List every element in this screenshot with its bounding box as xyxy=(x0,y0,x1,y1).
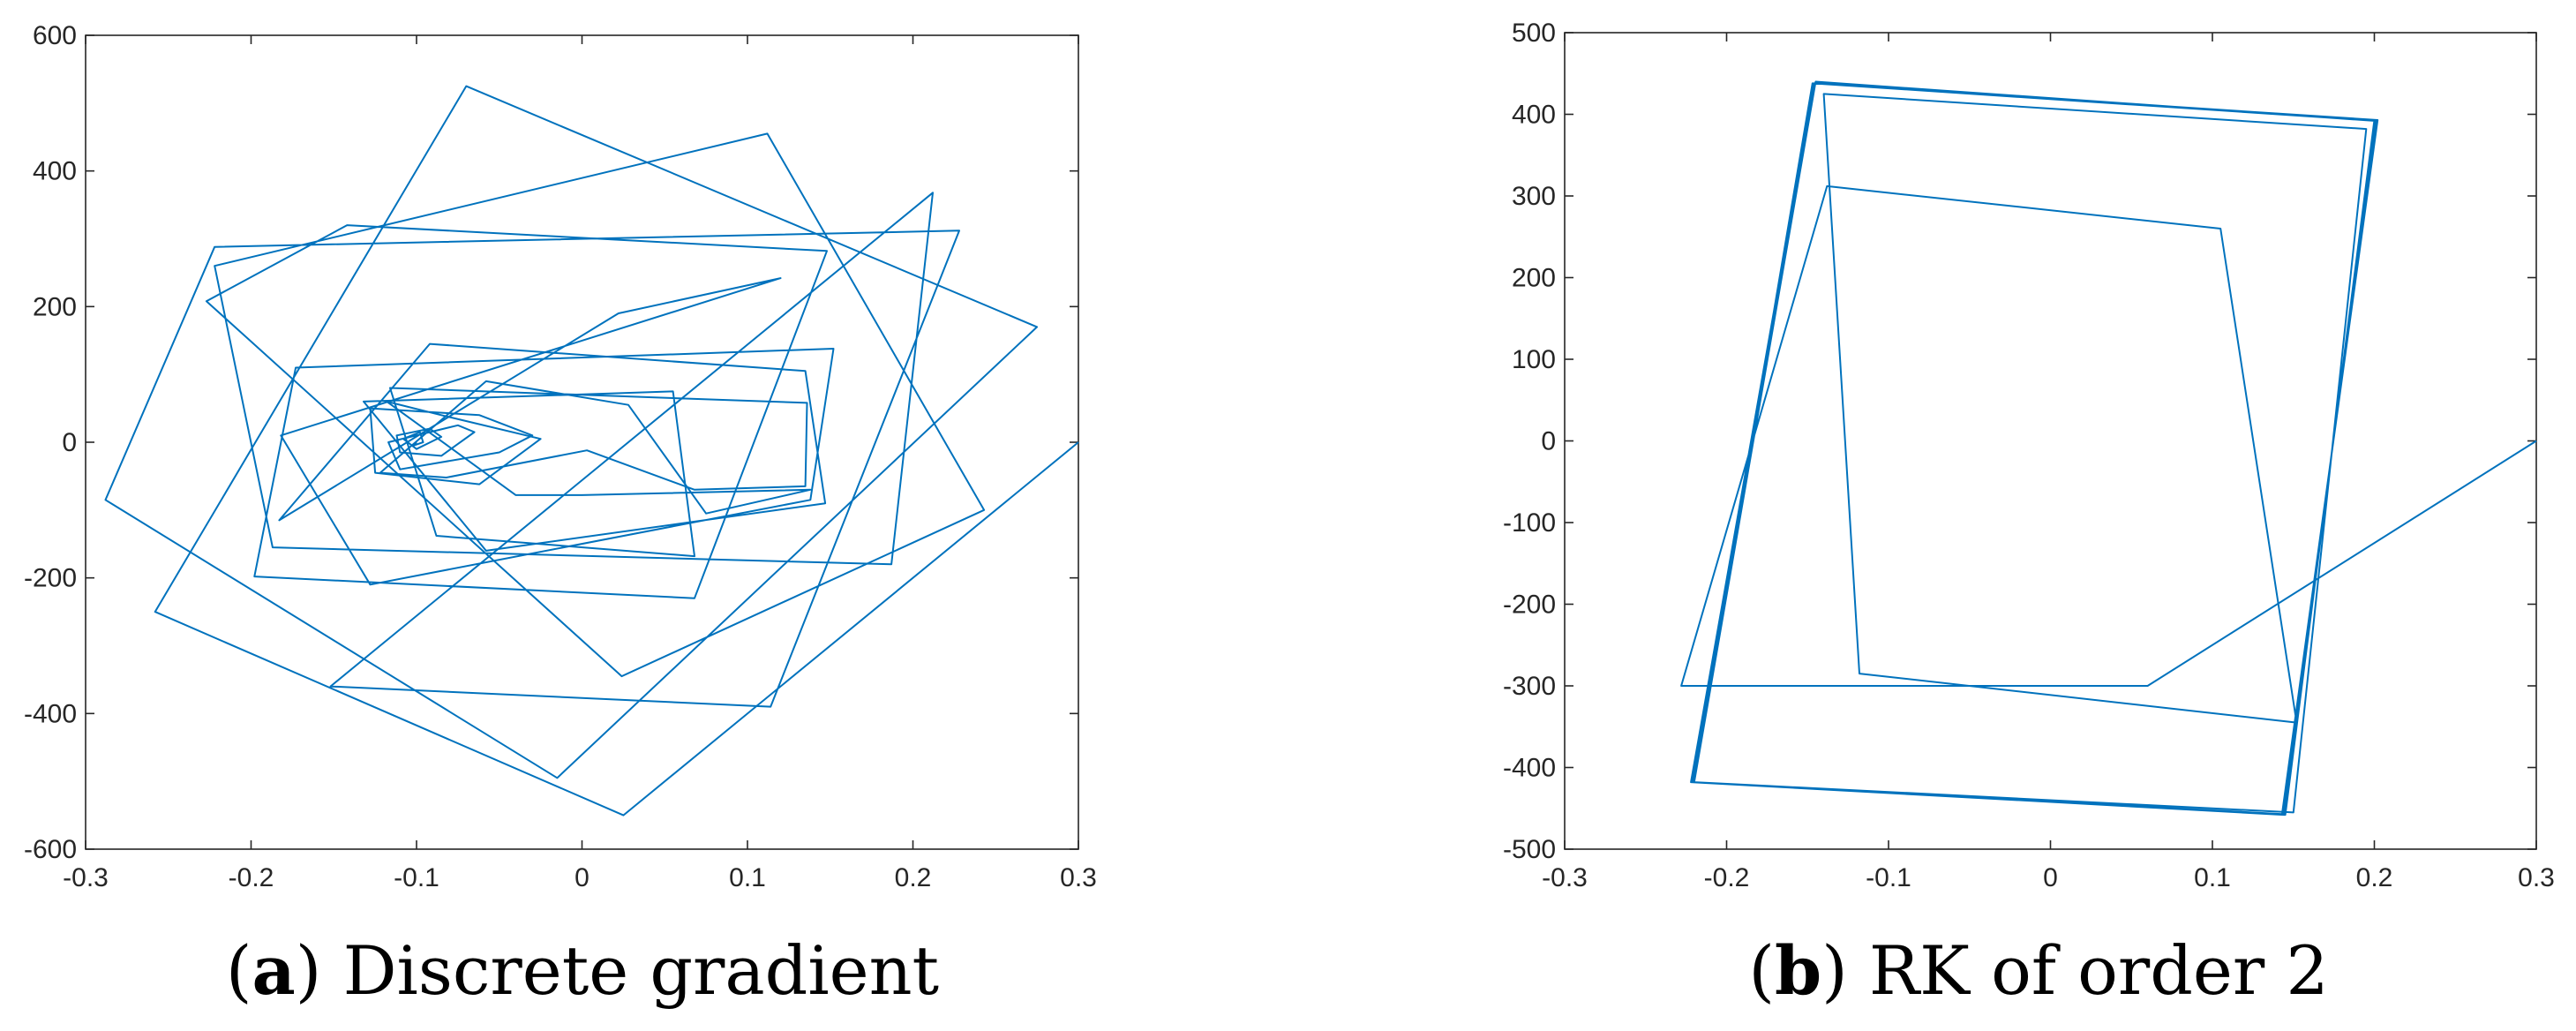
y-tick-label: 300 xyxy=(1512,182,1556,211)
series-line xyxy=(104,85,1079,817)
y-tick-label: 0 xyxy=(1541,427,1556,456)
series-line xyxy=(1680,80,2537,817)
x-tick-label: 0.1 xyxy=(2194,863,2231,892)
y-tick-label: 100 xyxy=(1512,345,1556,374)
y-tick-label: -100 xyxy=(1503,508,1556,538)
y-tick-label: -200 xyxy=(1503,591,1556,620)
plot-b-rk-order-2: -0.3 -0.2 -0.1 0 0.1 0.2 0.3 -500 -400 -300 -200 -1… xyxy=(1503,19,2555,892)
x-tick-label: 0.1 xyxy=(729,863,766,892)
y-tick-label: -200 xyxy=(24,564,77,593)
x-tick-label: 0 xyxy=(575,863,590,892)
axes-box xyxy=(1564,32,2537,850)
y-tick-label: 500 xyxy=(1512,19,1556,48)
y-tick-label: 200 xyxy=(1512,264,1556,293)
plot-a-discrete-gradient: -0.3 -0.2 -0.1 0 0.1 0.2 0.3 -600 -400 -200 0 200 40… xyxy=(24,21,1097,892)
axes-box xyxy=(85,34,1079,850)
y-tick-label: -300 xyxy=(1503,672,1556,701)
y-tick-label: 400 xyxy=(33,157,77,186)
y-tick-label: -600 xyxy=(24,835,77,864)
x-tick-label: 0 xyxy=(2043,863,2058,892)
x-tick-label: -0.3 xyxy=(1542,863,1588,892)
x-tick-label: 0.3 xyxy=(1060,863,1097,892)
y-tick-label: -400 xyxy=(1503,754,1556,783)
caption-a-text: Discrete gradient xyxy=(321,931,940,1010)
y-tick-label: 0 xyxy=(62,428,77,457)
y-tick-label: -400 xyxy=(24,699,77,728)
caption-a: (a) Discrete gradient xyxy=(225,931,940,1010)
x-tick-label: -0.1 xyxy=(394,863,439,892)
x-tick-label: -0.2 xyxy=(229,863,274,892)
caption-b-text: RK of order 2 xyxy=(1847,931,2329,1010)
x-tick-label: -0.3 xyxy=(63,863,109,892)
x-tick-label: 0.2 xyxy=(895,863,932,892)
x-tick-label: 0.3 xyxy=(2518,863,2555,892)
y-tick-label: 400 xyxy=(1512,101,1556,130)
y-tick-label: -500 xyxy=(1503,835,1556,864)
caption-b-letter: b xyxy=(1774,931,1822,1010)
y-tick-label: 200 xyxy=(33,292,77,321)
y-tick-label: 600 xyxy=(33,21,77,50)
x-tick-label: -0.1 xyxy=(1866,863,1911,892)
caption-b: (b) RK of order 2 xyxy=(1748,931,2329,1010)
x-tick-label: -0.2 xyxy=(1704,863,1750,892)
x-tick-label: 0.2 xyxy=(2356,863,2393,892)
caption-a-letter: a xyxy=(252,931,296,1010)
